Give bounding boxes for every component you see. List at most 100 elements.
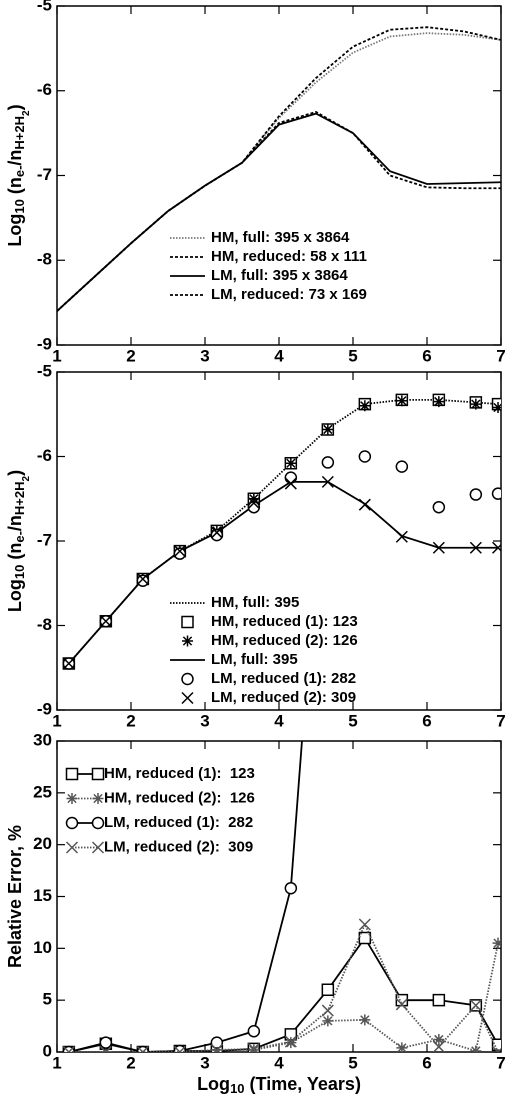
marker-x	[358, 498, 371, 511]
y-tick-label: -7	[37, 530, 52, 549]
marker-x	[99, 1045, 112, 1052]
y-tick-label: 30	[33, 730, 52, 749]
legend-label: LM, reduced: 73 x 169	[211, 286, 367, 303]
legend-label: HM, full: 395 x 3864	[211, 229, 350, 246]
marker-star	[359, 400, 371, 412]
marker-x	[210, 1043, 223, 1052]
marker-x	[395, 530, 408, 543]
marker-circle	[136, 574, 150, 587]
x-tick-label: 3	[200, 1053, 209, 1072]
x-tick-label: 1	[52, 1053, 61, 1072]
y-axis-label-part: 10	[12, 199, 27, 213]
marker-star	[492, 401, 501, 413]
series-line	[68, 922, 499, 1052]
y-axis-label: Log10 (ne-/nH+2H2)	[5, 104, 32, 246]
y-tick-label: -6	[37, 446, 52, 465]
marker-circle	[91, 816, 105, 830]
x-tick-label: 4	[274, 711, 284, 730]
y-tick-label: 0	[43, 1041, 52, 1060]
x-tick-label: 2	[126, 346, 135, 365]
marker-star	[470, 1045, 482, 1052]
y-tick-label: 10	[33, 938, 52, 957]
marker-star	[322, 423, 334, 435]
marker-circle	[99, 1036, 113, 1049]
legend-label: HM, full: 395	[211, 594, 299, 611]
marker-square	[65, 767, 79, 781]
marker-circle	[181, 672, 194, 686]
marker-circle	[395, 460, 409, 473]
marker-x	[469, 999, 482, 1012]
marker-x	[62, 657, 75, 670]
y-axis-label-part: (n	[5, 543, 25, 565]
marker-x	[432, 1040, 445, 1052]
marker-x	[395, 998, 408, 1011]
y-axis-label-part: Log	[5, 214, 25, 247]
y-tick-label: -9	[37, 699, 52, 718]
marker-circle	[284, 471, 298, 484]
marker-x	[358, 918, 371, 931]
y-axis-label-part: (n	[5, 177, 25, 199]
legend-label: LM, full: 395 x 3864	[211, 267, 348, 284]
plot-area	[62, 393, 501, 670]
x-tick-label: 7	[496, 346, 505, 365]
marker-x	[65, 841, 79, 854]
y-axis-label-part: H+2H	[12, 481, 27, 515]
legend-label: HM, reduced (2): 126	[211, 632, 358, 649]
panel: 1 2 3 4 5 6 7 -9 -8 -7 -6 -5 HM, full: 395 HM, reduce…	[37, 361, 505, 730]
marker-star	[470, 398, 482, 410]
marker-x	[91, 841, 105, 854]
marker-circle	[322, 393, 333, 404]
marker-x	[492, 1045, 501, 1052]
x-tick-label: 7	[496, 1053, 505, 1072]
y-tick-label: -8	[37, 615, 52, 634]
marker-circle	[247, 501, 261, 514]
x-tick-label: 2	[126, 1053, 135, 1072]
marker-square	[432, 993, 446, 1007]
y-tick-label: 15	[33, 886, 52, 905]
marker-circle	[432, 501, 446, 514]
marker-star	[359, 1014, 371, 1026]
y-tick-label: -6	[37, 80, 52, 99]
marker-x	[173, 1045, 186, 1052]
marker-x	[136, 572, 149, 586]
plot-area	[62, 393, 501, 1052]
y-tick-label: -5	[37, 0, 52, 14]
y-axis-label: Relative Error, %	[5, 825, 25, 968]
marker-circle	[247, 1025, 261, 1038]
legend-label: HM, reduced (1): 123	[211, 613, 358, 630]
marker-square	[181, 615, 194, 629]
marker-x	[62, 1045, 75, 1052]
x-tick-label: 4	[274, 346, 284, 365]
legend-label: LM, full: 395	[211, 651, 298, 668]
marker-x	[210, 526, 223, 539]
marker-x	[321, 1004, 334, 1017]
x-tick-label: 6	[422, 346, 431, 365]
marker-circle	[469, 488, 483, 501]
y-tick-label: 20	[33, 834, 52, 853]
y-axis-label: Log10 (ne-/nH+2H2)	[5, 470, 32, 612]
x-tick-label: 4	[274, 1053, 284, 1072]
plot-area	[57, 26, 501, 312]
marker-x	[432, 541, 445, 554]
marker-circle	[62, 1045, 76, 1052]
y-axis-label-part: )	[5, 470, 25, 476]
x-axis-label-part: (Time, Years)	[245, 1074, 361, 1094]
x-tick-label: 6	[422, 711, 431, 730]
y-axis-label-part: Relative Error, %	[5, 825, 25, 968]
y-axis-label-part: e-	[12, 166, 27, 178]
marker-x	[492, 541, 501, 554]
y-axis-label-part: 10	[12, 565, 27, 579]
y-axis-label-part: Log	[5, 579, 25, 612]
marker-star	[182, 635, 193, 647]
legend-label: HM, reduced (2): 126	[104, 789, 255, 806]
marker-x	[284, 1035, 297, 1048]
marker-circle	[321, 456, 335, 469]
x-axis-label-part: 10	[230, 1081, 244, 1096]
marker-circle	[173, 547, 187, 560]
marker-star	[322, 1015, 334, 1027]
y-tick-label: 25	[33, 782, 52, 801]
marker-circle	[173, 1044, 187, 1052]
marker-star	[433, 1034, 445, 1046]
x-tick-label: 5	[348, 346, 357, 365]
